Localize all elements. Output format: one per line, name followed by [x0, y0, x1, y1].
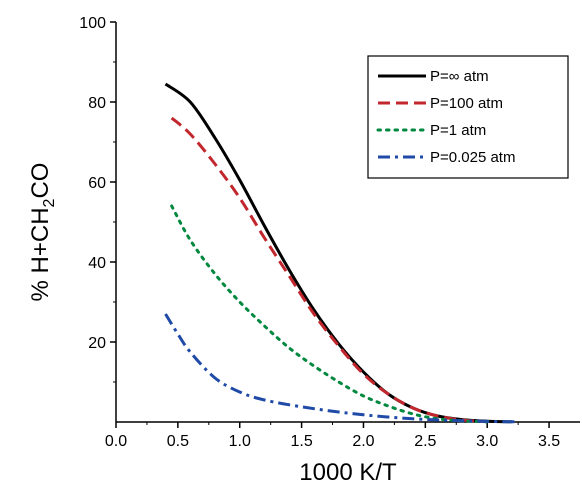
- x-tick-label: 3.5: [538, 433, 560, 450]
- y-axis-title-suffix: CO: [27, 163, 54, 199]
- y-tick-label: 60: [88, 175, 106, 192]
- x-tick-label: 2.5: [414, 433, 436, 450]
- series-line-4: [165, 314, 518, 422]
- x-tick-label: 1.0: [229, 433, 251, 450]
- x-tick-label: 3.0: [476, 433, 498, 450]
- y-axis-title-subscript: 2: [41, 198, 58, 207]
- legend-label-2: P=100 atm: [430, 95, 503, 112]
- x-tick-label: 1.5: [290, 433, 312, 450]
- series-line-3: [172, 206, 488, 422]
- x-tick-label: 0.5: [167, 433, 189, 450]
- y-tick-label: 80: [88, 95, 106, 112]
- legend-label-1: P=∞ atm: [430, 68, 489, 85]
- x-tick-label: 2.0: [352, 433, 374, 450]
- legend: P=∞ atm P=100 atm P=1 atm P=0.025 atm: [368, 56, 568, 178]
- y-tick-label: 100: [79, 15, 106, 32]
- x-tick-label: 0.0: [105, 433, 127, 450]
- y-axis-title-prefix: % H+CH: [27, 207, 54, 301]
- y-axis-title: % H+CH2CO: [27, 163, 58, 302]
- legend-label-4: P=0.025 atm: [430, 149, 515, 166]
- legend-label-3: P=1 atm: [430, 122, 486, 139]
- y-tick-label: 40: [88, 255, 106, 272]
- x-axis-title: 1000 K/T: [299, 459, 397, 486]
- y-tick-label: 20: [88, 335, 106, 352]
